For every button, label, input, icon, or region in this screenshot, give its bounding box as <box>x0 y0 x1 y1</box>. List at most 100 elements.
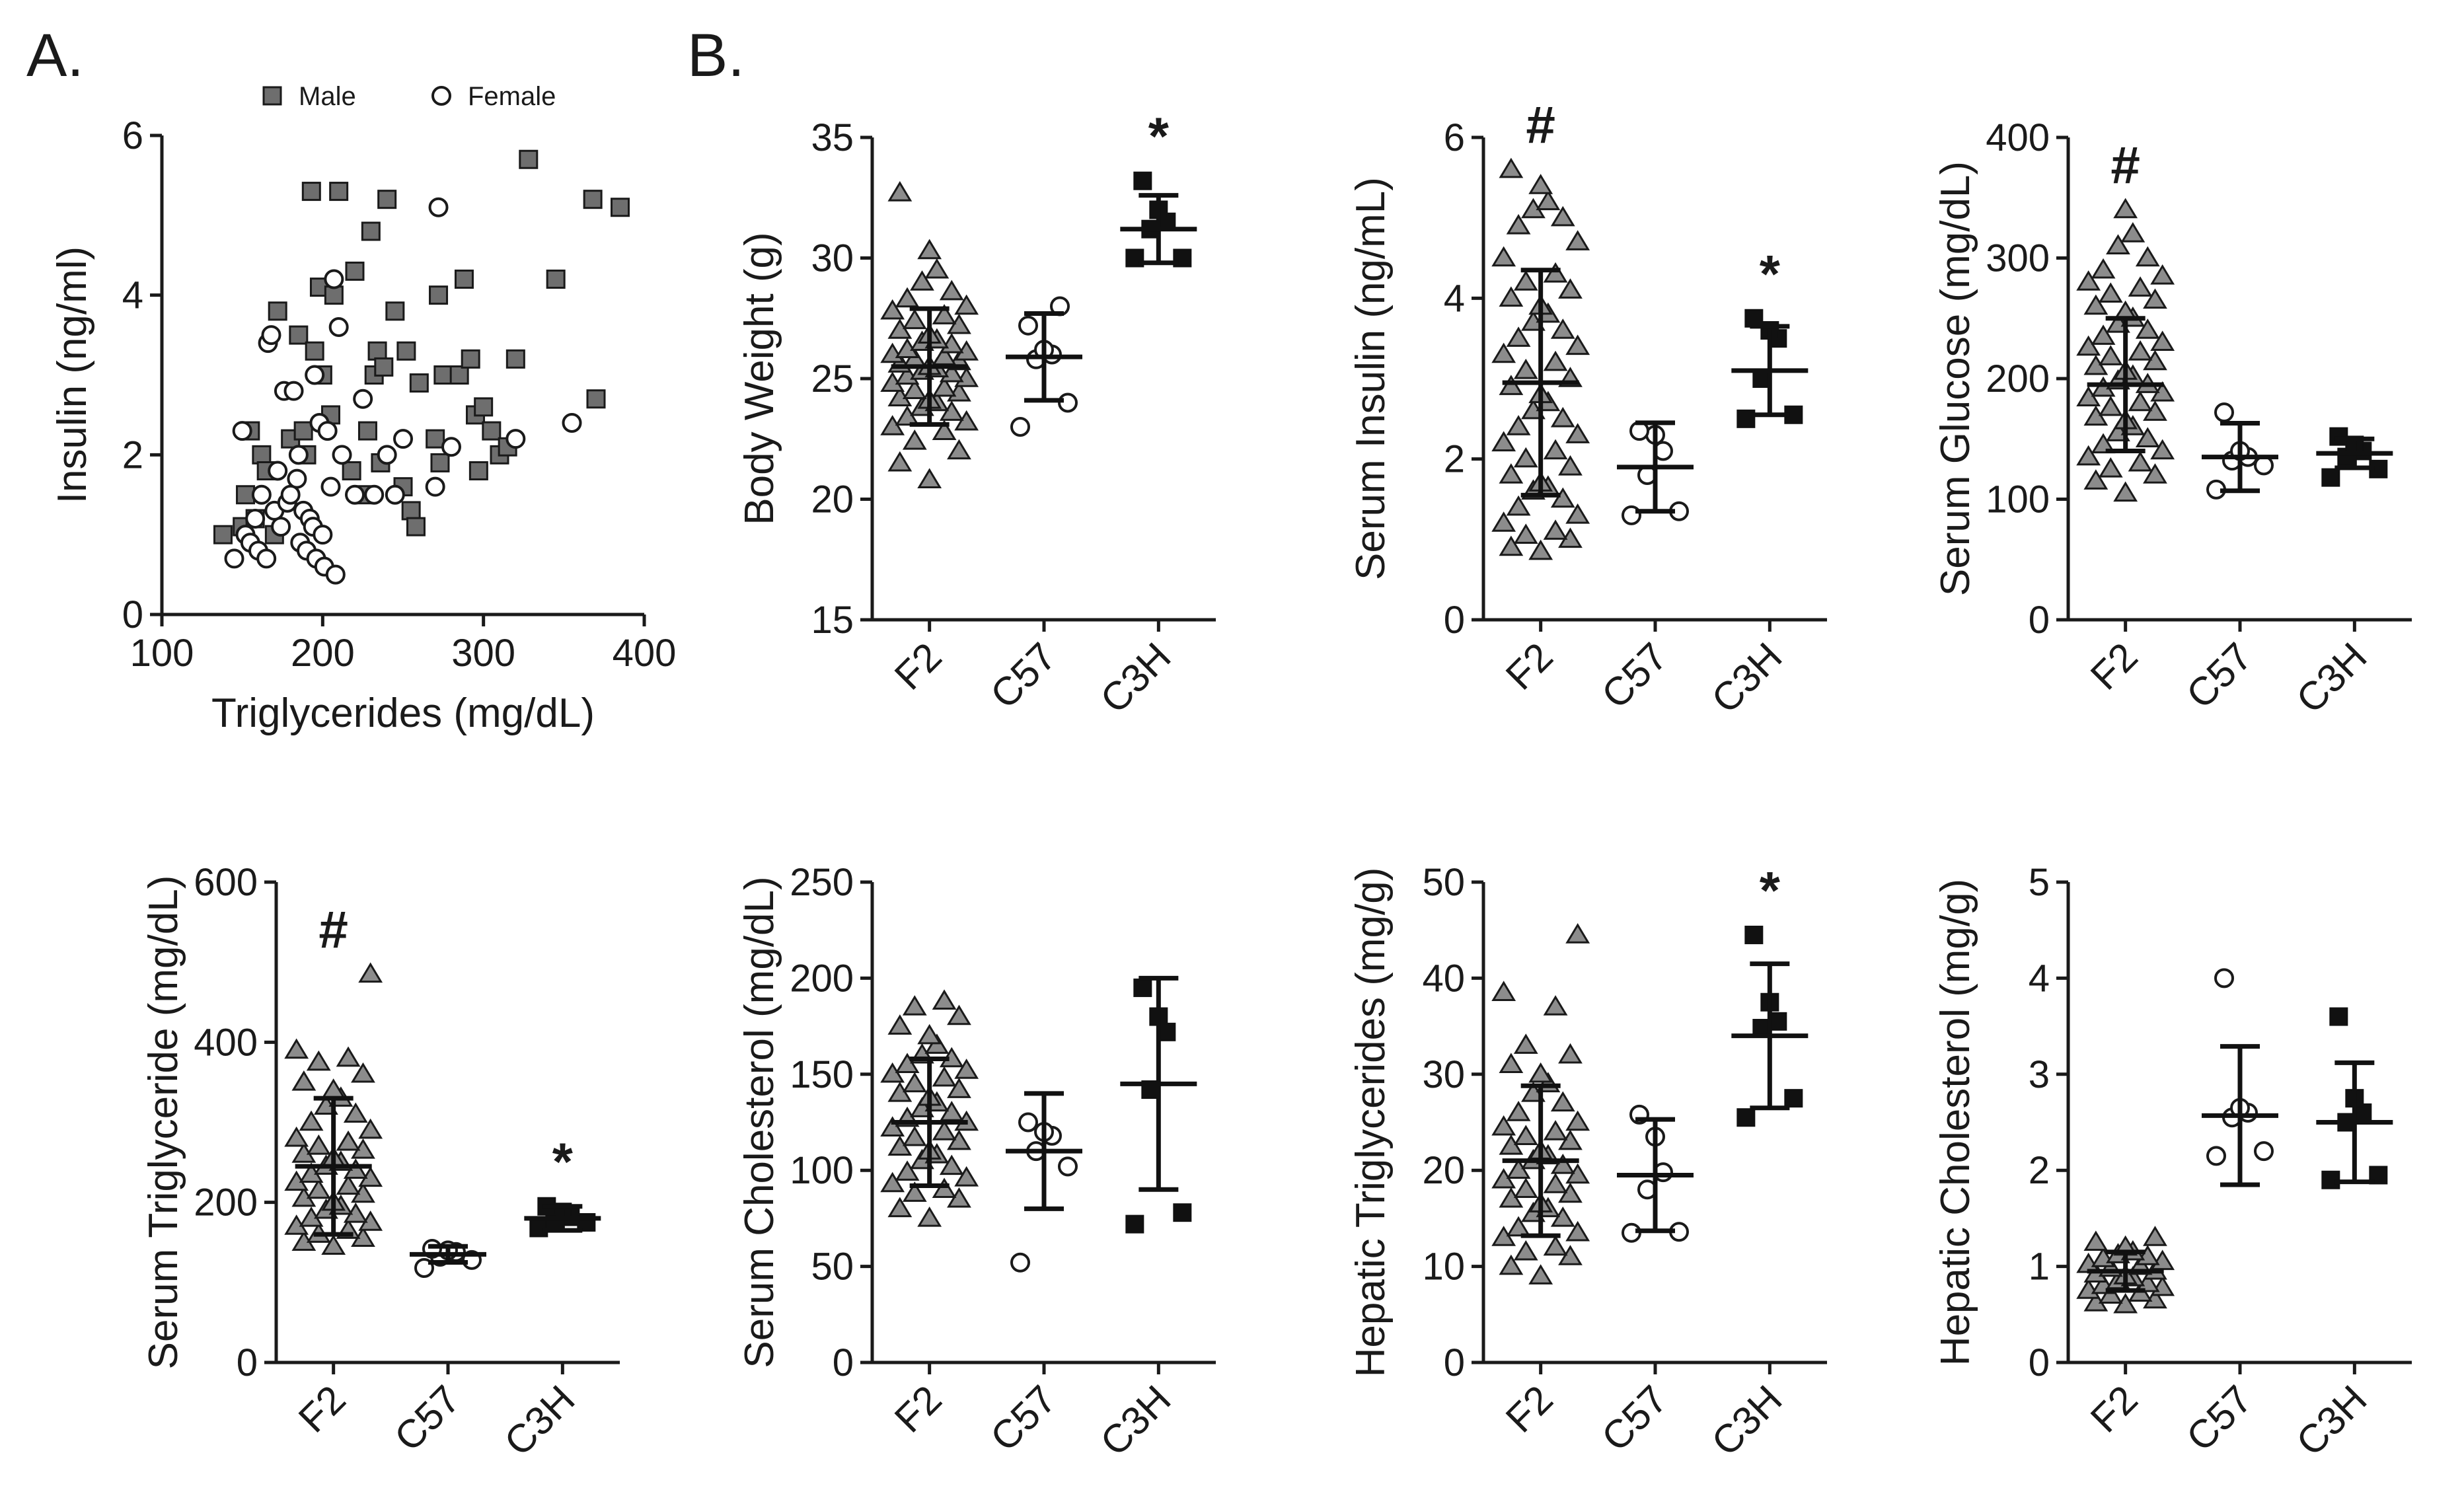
data-point <box>425 476 445 497</box>
data-point <box>287 468 307 489</box>
data-point <box>2083 1230 2109 1251</box>
data-point <box>2321 468 2340 487</box>
y-tick-label: 30 <box>811 237 854 280</box>
data-point <box>1543 1173 1568 1193</box>
data-point <box>252 445 272 465</box>
group-c57 <box>1006 296 1082 437</box>
data-point <box>2135 246 2160 267</box>
data-point <box>2098 282 2123 303</box>
data-point <box>954 1166 979 1187</box>
data-point <box>611 198 630 217</box>
significance-marker: # <box>2110 136 2140 195</box>
x-category-label: C3H <box>1703 634 1790 722</box>
data-point <box>2083 294 2109 315</box>
group-f2 <box>880 989 979 1227</box>
data-point <box>1133 171 1152 190</box>
data-point <box>1491 246 1516 267</box>
data-point <box>1550 205 1575 227</box>
data-point <box>2128 276 2153 297</box>
x-category-label: C57 <box>386 1377 468 1460</box>
data-point <box>261 325 281 346</box>
data-point <box>1491 431 1516 452</box>
data-point <box>1528 1264 1553 1285</box>
data-point <box>947 439 971 460</box>
group-c57 <box>1617 420 1694 525</box>
y-tick-label: 0 <box>237 1341 258 1384</box>
x-category-label: C3H <box>1092 634 1179 722</box>
group-c3h: * <box>1731 244 1809 428</box>
group-c57 <box>410 1238 486 1279</box>
data-point <box>1513 1240 1538 1261</box>
data-point <box>562 413 582 433</box>
data-point <box>358 1118 383 1139</box>
y-axis-title: Body Weight (g) <box>737 232 782 525</box>
y-tick-label: 0 <box>2029 599 2050 642</box>
significance-marker: * <box>1148 107 1170 166</box>
data-point <box>1550 487 1575 508</box>
data-point <box>1513 523 1538 544</box>
data-point <box>1058 392 1078 413</box>
chart-body-weight: 15 20 25 30 35 Body Weight (g) F2 C57 C3H * <box>737 107 1216 722</box>
group-c3h: * <box>524 1133 601 1238</box>
data-point <box>329 182 349 202</box>
data-point <box>1513 447 1538 468</box>
y-tick-label: 0 <box>833 1341 854 1384</box>
group-f2: # <box>2076 136 2175 502</box>
data-point <box>939 1154 964 1175</box>
data-point <box>1565 923 1590 944</box>
data-point <box>2113 198 2138 219</box>
y-tick-label: 20 <box>1422 1149 1465 1192</box>
data-point <box>433 365 453 385</box>
x-category-label: C57 <box>1593 634 1676 717</box>
data-point <box>299 1110 324 1131</box>
significance-marker: # <box>318 900 348 959</box>
data-point <box>1018 315 1038 336</box>
y-tick-label: 4 <box>2029 957 2050 1000</box>
data-point <box>429 285 449 305</box>
data-point <box>529 1218 548 1238</box>
y-tick-label: 400 <box>1986 116 2050 159</box>
data-point <box>887 1197 913 1218</box>
y-axis-title: Serum Cholesterol (mg/dL) <box>737 876 782 1368</box>
group-c3h: * <box>1731 861 1809 1127</box>
data-point <box>2135 427 2160 447</box>
data-point <box>917 1206 942 1227</box>
data-point <box>2135 318 2160 339</box>
significance-marker: * <box>552 1133 574 1191</box>
y-tick-label: 35 <box>811 116 854 159</box>
data-point <box>1133 978 1152 997</box>
data-point <box>880 1172 905 1193</box>
data-point <box>1550 318 1575 339</box>
group-c3h <box>2316 427 2393 487</box>
data-point <box>367 341 387 361</box>
data-point <box>1736 1108 1756 1127</box>
data-point <box>1499 463 1524 484</box>
data-point <box>377 190 397 209</box>
chart-serum-insulin: 0 2 4 6 Serum Insulin (ng/mL) F2 # C57 C3H * <box>1348 96 1827 722</box>
y-axis-title: Serum Insulin (ng/mL) <box>1348 177 1394 580</box>
y-tick-label: 4 <box>122 274 143 317</box>
y-tick-label: 2 <box>122 433 143 476</box>
data-point <box>1536 190 1561 211</box>
y-tick-label: 0 <box>122 593 143 636</box>
data-point <box>2076 270 2101 291</box>
data-point <box>1513 358 1538 379</box>
data-point <box>396 341 416 361</box>
data-point <box>449 365 469 385</box>
y-tick-label: 50 <box>811 1246 854 1288</box>
data-point <box>2091 324 2116 345</box>
data-point <box>213 525 233 544</box>
x-tick-label: 200 <box>291 632 355 675</box>
data-point <box>2098 395 2123 416</box>
data-point <box>1499 157 1524 178</box>
data-point <box>924 258 950 279</box>
data-point <box>441 437 461 457</box>
x-category-label: F2 <box>290 1377 354 1441</box>
data-point <box>461 349 480 369</box>
data-point <box>1528 1062 1553 1083</box>
data-point <box>1506 1216 1531 1237</box>
data-point <box>1506 415 1531 435</box>
data-point <box>917 1024 942 1045</box>
